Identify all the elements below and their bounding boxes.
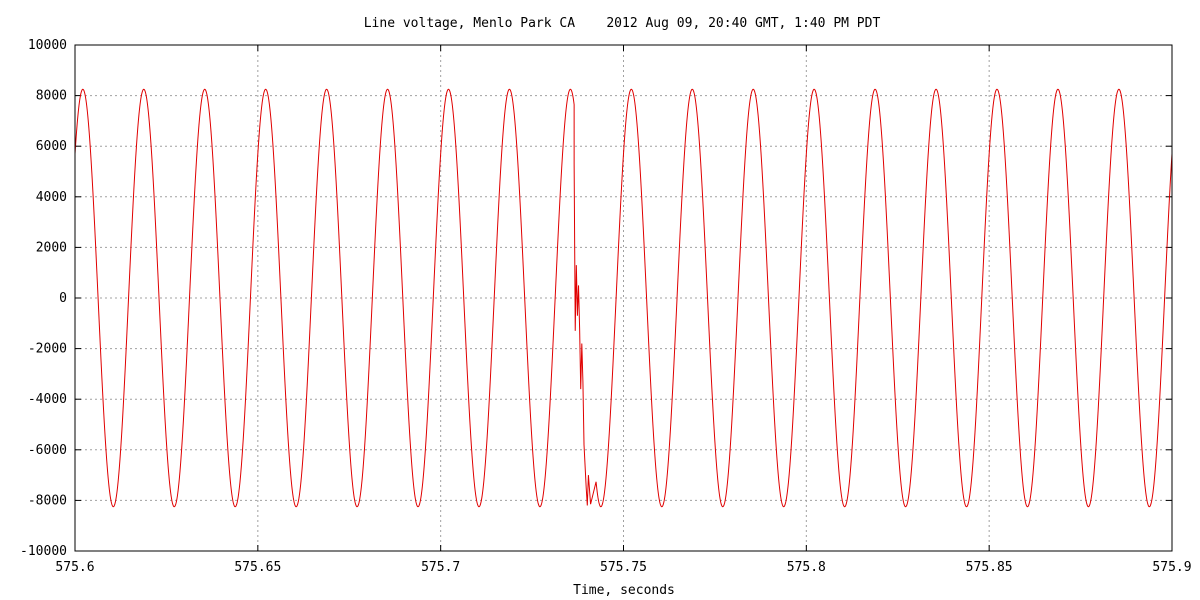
x-tick-label: 575.8 [787, 560, 826, 575]
y-tick-label: -4000 [28, 392, 67, 407]
x-tick-label: 575.85 [966, 560, 1013, 575]
y-tick-label: 4000 [36, 190, 67, 205]
x-axis-label: Time, seconds [573, 583, 675, 598]
chart-title: Line voltage, Menlo Park CA 2012 Aug 09,… [364, 16, 881, 31]
x-axis-tick-labels: 575.6 575.65 575.7 575.75 575.8 575.85 575.9 [55, 560, 1191, 575]
y-tick-label: 2000 [36, 240, 67, 255]
y-tick-label: -10000 [20, 544, 67, 559]
x-tick-label: 575.7 [421, 560, 460, 575]
y-tick-label: -6000 [28, 443, 67, 458]
y-tick-label: -2000 [28, 342, 67, 357]
y-tick-label: -8000 [28, 493, 67, 508]
y-tick-label: 0 [59, 291, 67, 306]
y-tick-label: 8000 [36, 89, 67, 104]
y-tick-label: 10000 [28, 38, 67, 53]
voltage-series-line [74, 88, 1173, 508]
x-tick-label: 575.9 [1152, 560, 1191, 575]
grid-lines [75, 45, 1172, 551]
x-tick-label: 575.65 [234, 560, 281, 575]
y-axis-tick-labels: 10000 8000 6000 4000 2000 0 -2000 -4000 -6000 -80… [20, 38, 67, 559]
x-tick-label: 575.6 [55, 560, 94, 575]
y-tick-label: 6000 [36, 139, 67, 154]
plot-frame [74, 44, 1173, 552]
x-tick-label: 575.75 [600, 560, 647, 575]
